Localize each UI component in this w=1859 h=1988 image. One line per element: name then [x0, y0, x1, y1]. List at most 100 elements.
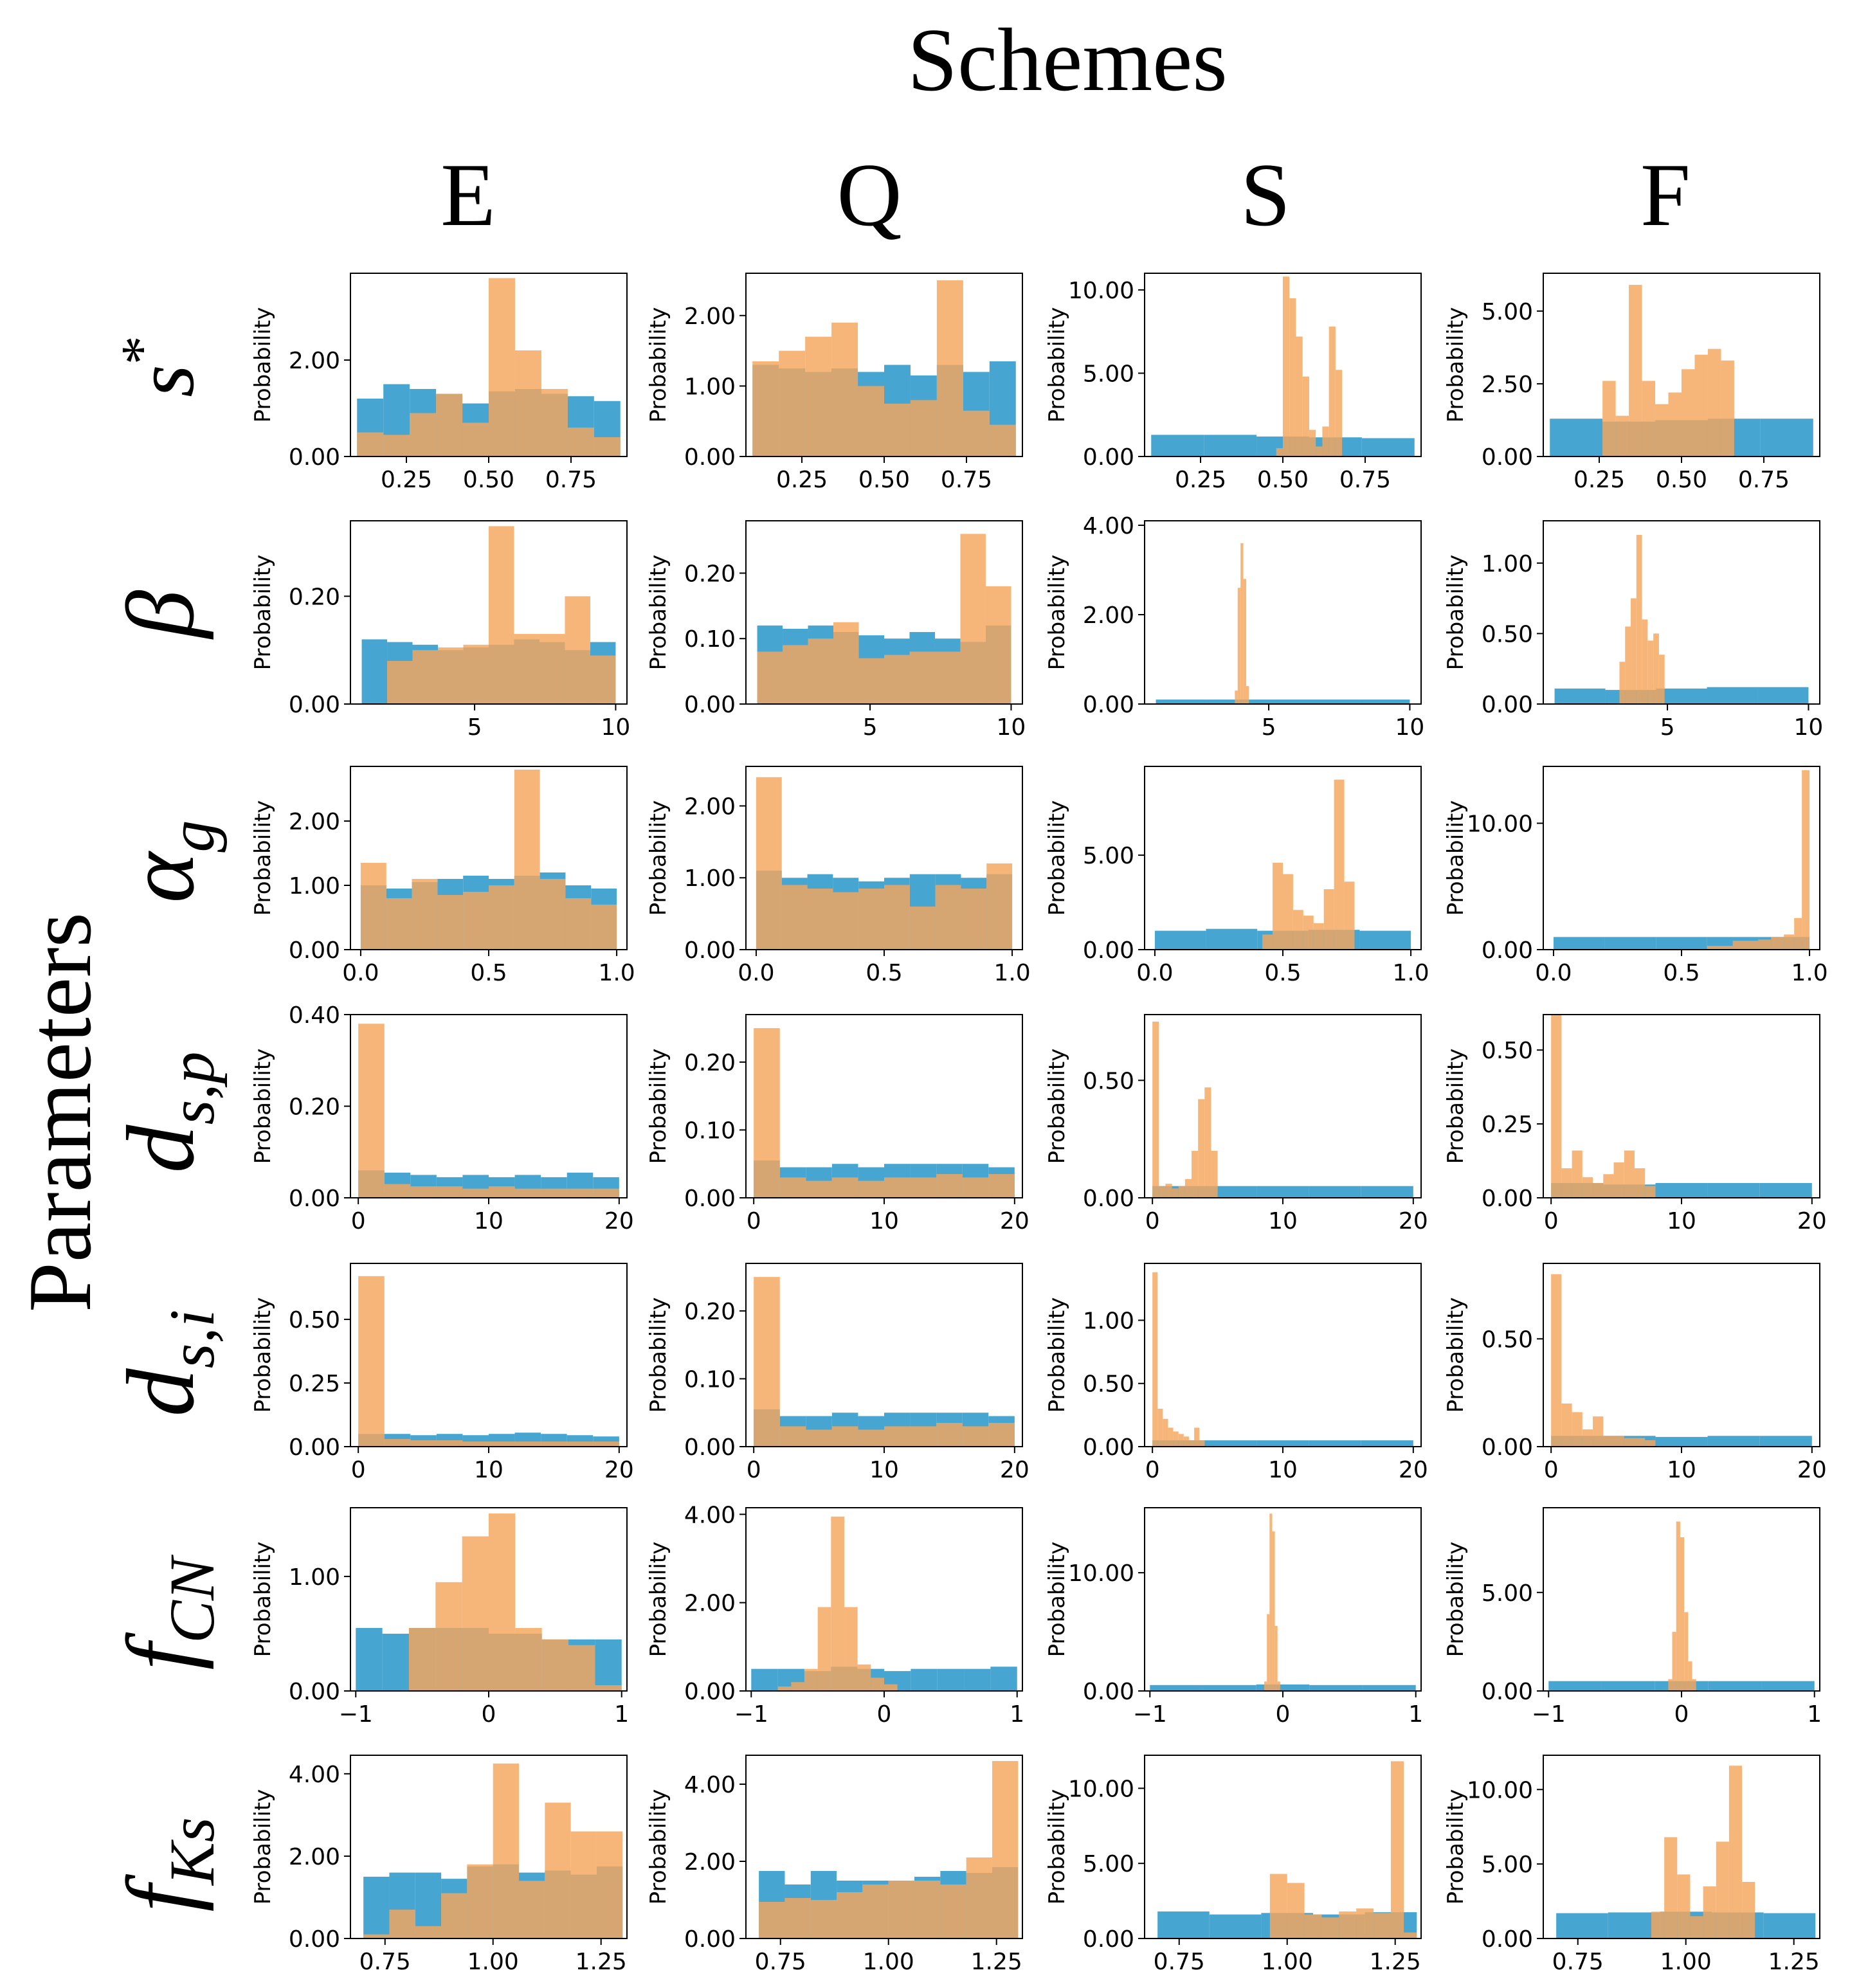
y-tick-label: 1.00 — [1482, 551, 1533, 577]
posterior-bar — [910, 400, 937, 456]
prior-bar — [1550, 419, 1603, 456]
axes-frame — [1144, 520, 1422, 705]
x-tick-label: 0 — [1674, 1701, 1689, 1728]
prior-bar — [1309, 1186, 1361, 1198]
prior-bar — [937, 1668, 965, 1691]
posterior-bar — [988, 1423, 1015, 1447]
posterior-bar — [514, 770, 540, 950]
posterior-bar — [437, 895, 464, 950]
y-tick-label: 5.00 — [1482, 299, 1533, 325]
y-tick-label: 0.00 — [1083, 444, 1134, 471]
posterior-bar — [1316, 446, 1323, 456]
y-tick-label: 0.00 — [684, 1926, 736, 1953]
posterior-bar — [541, 1639, 569, 1691]
x-tick-label: 1.00 — [863, 1949, 914, 1975]
panel-r4-c2: 0.00 0.50 1.00 0 10 20 Probability — [1044, 1263, 1428, 1483]
posterior-bar — [806, 1429, 832, 1447]
posterior-bar — [791, 1682, 804, 1691]
x-tick-label: 20 — [604, 1457, 634, 1483]
posterior-bar — [884, 655, 910, 704]
posterior-bar — [888, 1881, 915, 1938]
x-tick-label: 10 — [474, 1457, 503, 1483]
y-axis-label: Probability — [1044, 1049, 1070, 1164]
posterior-bar — [363, 1934, 390, 1938]
x-tick-label: 0.75 — [359, 1949, 411, 1975]
posterior-bar — [910, 1177, 937, 1198]
x-tick-label: 20 — [1399, 1457, 1428, 1483]
posterior-bar — [756, 777, 782, 950]
posterior-bar — [1313, 923, 1324, 950]
posterior-bar — [441, 1893, 467, 1938]
posterior-bar — [593, 1188, 619, 1198]
y-tick-label: 0.20 — [684, 1050, 736, 1076]
posterior-bar — [462, 1441, 489, 1447]
posterior-bar — [884, 1426, 911, 1447]
axes-frame — [1543, 1014, 1820, 1198]
prior-bar — [1204, 435, 1257, 456]
x-tick-label: 0.75 — [755, 1949, 806, 1975]
prior-bar — [1256, 1440, 1309, 1447]
y-axis-label: Probability — [646, 800, 671, 916]
y-tick-label: 0.00 — [289, 1926, 340, 1953]
axes-frame — [745, 1755, 1023, 1939]
x-tick-label: 1.00 — [1660, 1949, 1712, 1975]
posterior-bar — [1302, 376, 1309, 456]
y-tick-label: 0.00 — [289, 1434, 340, 1461]
posterior-bar — [989, 424, 1016, 456]
posterior-bar — [565, 596, 590, 704]
column-header-q: Q — [837, 145, 902, 245]
posterior-bar — [489, 1513, 516, 1691]
posterior-series — [1551, 1015, 1656, 1198]
y-tick-label: 5.00 — [1083, 361, 1134, 387]
prior-bar — [1708, 1681, 1762, 1691]
x-tick-label: 1.25 — [1370, 1949, 1421, 1975]
y-tick-label: 0.00 — [684, 692, 736, 718]
posterior-series — [360, 770, 617, 950]
y-tick-label: 0.20 — [289, 1094, 340, 1121]
posterior-bar — [1152, 1272, 1158, 1447]
panel-r3-c2: 0.00 0.50 0 10 20 Probability — [1044, 1014, 1428, 1234]
prior-bar — [1206, 928, 1258, 950]
posterior-bar — [1184, 1179, 1192, 1198]
prior-bar — [964, 1668, 991, 1691]
posterior-bar — [1707, 348, 1721, 456]
y-axis-label: Probability — [1044, 1789, 1070, 1905]
prior-bar — [1656, 688, 1707, 704]
posterior-bar — [936, 1423, 963, 1447]
x-tick-label: 0.75 — [545, 467, 597, 493]
axes-frame — [745, 1507, 1023, 1692]
axes-frame — [1144, 1755, 1422, 1939]
prior-bar — [1707, 687, 1758, 704]
posterior-bar — [593, 1441, 619, 1447]
panel-r5-c2: 0.00 10.00 −1 0 1 Probability — [1044, 1507, 1423, 1728]
posterior-bar — [1262, 934, 1273, 950]
posterior-bar — [1707, 946, 1733, 950]
posterior-bar — [1619, 662, 1626, 704]
posterior-bar — [1672, 1632, 1676, 1691]
posterior-bar — [567, 1441, 594, 1447]
posterior-bar — [1183, 1436, 1189, 1447]
x-tick-label: 10 — [869, 1208, 899, 1234]
prior-bar — [1361, 438, 1415, 456]
posterior-bar — [884, 1177, 911, 1198]
posterior-bar — [781, 885, 808, 950]
y-tick-label: 2.00 — [684, 1591, 736, 1617]
prior-bar — [1363, 1685, 1416, 1691]
posterior-bar — [963, 410, 990, 456]
prior-bar — [1759, 1436, 1812, 1447]
prior-bar — [1757, 687, 1809, 704]
x-tick-label: 10 — [1667, 1457, 1696, 1483]
posterior-bar — [489, 1441, 515, 1447]
posterior-bar — [1283, 276, 1290, 456]
y-tick-label: 1.00 — [684, 374, 736, 400]
x-tick-label: 0 — [1145, 1457, 1160, 1483]
x-tick-label: 0 — [1276, 1701, 1291, 1728]
posterior-bar — [1551, 1015, 1562, 1198]
posterior-bar — [436, 1186, 463, 1198]
posterior-bar — [831, 1516, 844, 1691]
posterior-bar — [1582, 1429, 1593, 1447]
posterior-bar — [759, 1902, 785, 1938]
posterior-bar — [410, 1440, 437, 1447]
panel-r2-c3: 0.00 10.00 0.0 0.5 1.0 Probability — [1443, 766, 1828, 986]
panel-r6-c0: 0.00 2.00 4.00 0.75 1.00 1.25 Probability — [250, 1755, 628, 1975]
